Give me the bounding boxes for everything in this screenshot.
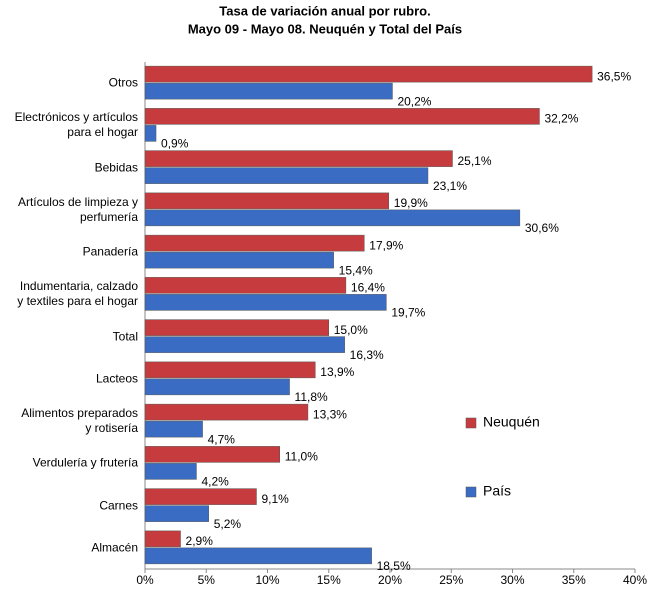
category-label: Alimentos preparados y rotisería [21, 406, 138, 436]
bar [144, 488, 257, 505]
x-tick-label: 40% [623, 573, 647, 587]
category-label: Electrónicos y artículos para el hogar [14, 110, 138, 140]
category-label: Verdulería y frutería [32, 455, 138, 470]
bar [144, 336, 345, 353]
value-label: 5,2% [214, 517, 242, 531]
bar [144, 361, 316, 379]
x-tick-label: 35% [562, 573, 586, 587]
value-label: 13,9% [320, 365, 354, 379]
chart-title: Tasa de variación anual por rubro. [219, 3, 430, 18]
value-label: 4,2% [201, 475, 229, 489]
value-label: 23,1% [433, 179, 467, 193]
bar [144, 420, 203, 438]
category-label: Otros [108, 75, 138, 90]
value-label: 32,2% [544, 112, 578, 126]
x-tick-label: 0% [136, 573, 154, 587]
bar [144, 125, 157, 142]
category-label: Bebidas [94, 160, 138, 175]
value-label: 17,9% [369, 238, 403, 252]
bar [144, 192, 390, 210]
bar [144, 294, 387, 311]
value-label: 13,3% [313, 407, 347, 421]
x-tick-label: 20% [378, 573, 402, 587]
x-tick-label: 5% [198, 573, 216, 587]
bar [144, 403, 309, 421]
legend-label: Neuquén [483, 414, 540, 430]
bar [144, 108, 540, 125]
category-label: Total [112, 329, 138, 344]
bar [144, 234, 365, 252]
bar [144, 167, 429, 184]
value-label: 19,7% [391, 306, 425, 320]
bar [144, 82, 393, 100]
category-label: Almacén [91, 540, 138, 555]
bar [144, 463, 197, 480]
category-label: Carnes [99, 498, 138, 513]
value-label: 4,7% [208, 432, 236, 446]
category-label: Indumentaria, calzado y textiles para el… [17, 279, 138, 309]
legend-swatch [465, 417, 477, 429]
value-label: 20,2% [397, 94, 431, 108]
bar [144, 251, 334, 269]
legend-label: País [483, 483, 511, 499]
value-label: 16,4% [351, 281, 385, 295]
value-label: 30,6% [525, 221, 559, 235]
bar [144, 150, 453, 167]
x-tick-label: 30% [500, 573, 524, 587]
bar [144, 378, 290, 396]
category-label: Artículos de limpieza y perfumería [17, 194, 138, 224]
bar [144, 65, 593, 83]
legend-swatch [465, 486, 477, 498]
bar [144, 446, 280, 463]
x-tick-label: 25% [439, 573, 463, 587]
value-label: 2,9% [186, 534, 214, 548]
value-label: 0,9% [161, 137, 189, 151]
bar [144, 209, 521, 227]
value-label: 9,1% [261, 492, 289, 506]
bar [144, 277, 347, 294]
chart-subtitle: Mayo 09 - Mayo 08. Neuquén y Total del P… [188, 21, 462, 36]
value-label: 15,0% [334, 323, 368, 337]
value-label: 36,5% [597, 69, 631, 83]
bar [144, 547, 372, 565]
bar [144, 319, 329, 336]
x-tick-label: 10% [255, 573, 279, 587]
value-label: 16,3% [350, 348, 384, 362]
value-label: 25,1% [457, 154, 491, 168]
bar [144, 530, 181, 548]
value-label: 15,4% [339, 263, 373, 277]
value-label: 11,0% [285, 450, 318, 464]
x-tick-label: 15% [317, 573, 341, 587]
value-label: 19,9% [394, 196, 428, 210]
category-label: Lacteos [95, 371, 138, 386]
bar [144, 505, 209, 522]
value-label: 11,8% [295, 390, 328, 404]
value-label: 18,5% [377, 559, 411, 573]
category-label: Panadería [82, 244, 138, 259]
